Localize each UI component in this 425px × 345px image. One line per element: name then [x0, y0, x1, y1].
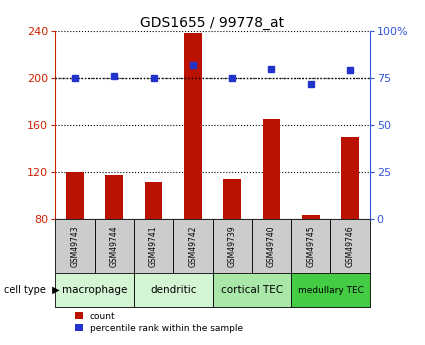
Bar — [55, 273, 134, 307]
Text: macrophage: macrophage — [62, 285, 127, 295]
Title: GDS1655 / 99778_at: GDS1655 / 99778_at — [140, 16, 285, 30]
Bar — [263, 119, 280, 219]
Bar — [212, 219, 252, 273]
Text: GSM49740: GSM49740 — [267, 225, 276, 267]
Text: GSM49739: GSM49739 — [228, 225, 237, 267]
Text: GSM49743: GSM49743 — [71, 225, 79, 267]
Bar — [173, 219, 212, 273]
Text: GSM49742: GSM49742 — [188, 225, 197, 267]
Text: medullary TEC: medullary TEC — [298, 286, 363, 295]
Bar — [134, 219, 173, 273]
Text: GSM49744: GSM49744 — [110, 225, 119, 267]
Text: GSM49745: GSM49745 — [306, 225, 315, 267]
Text: GSM49746: GSM49746 — [346, 225, 354, 267]
Bar — [341, 137, 359, 219]
Bar — [94, 219, 134, 273]
Bar — [252, 219, 291, 273]
Bar — [55, 219, 94, 273]
Text: cell type  ▶: cell type ▶ — [4, 285, 60, 295]
Bar — [331, 219, 370, 273]
Bar — [291, 273, 370, 307]
Legend: count, percentile rank within the sample: count, percentile rank within the sample — [76, 312, 243, 333]
Text: cortical TEC: cortical TEC — [221, 285, 283, 295]
Bar — [212, 273, 291, 307]
Bar — [184, 33, 202, 219]
Bar — [223, 179, 241, 219]
Bar — [105, 175, 123, 219]
Bar — [144, 183, 162, 219]
Bar — [291, 219, 331, 273]
Bar — [134, 273, 212, 307]
Bar — [66, 172, 84, 219]
Bar — [302, 215, 320, 219]
Text: GSM49741: GSM49741 — [149, 225, 158, 267]
Text: dendritic: dendritic — [150, 285, 196, 295]
